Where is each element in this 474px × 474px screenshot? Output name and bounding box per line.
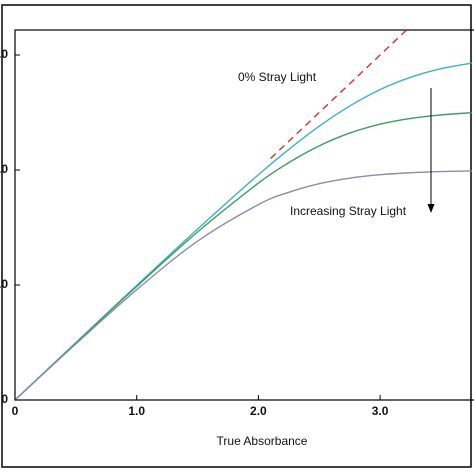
plot-frame [14, 29, 474, 401]
y-tick-label: 3.0 [0, 47, 8, 61]
arrow-head [427, 204, 435, 213]
ideal-line [270, 30, 408, 160]
y-tick-label: 0 [1, 392, 8, 406]
x-tick-label: 1.0 [128, 404, 145, 418]
series-line [15, 112, 472, 400]
x-tick-label: 2.0 [250, 404, 267, 418]
x-tick-label: 3.0 [372, 404, 389, 418]
annotation: 0% Stray Light [238, 70, 317, 84]
series-line [15, 62, 472, 400]
outer-frame [1, 4, 472, 468]
y-tick-label: 1.0 [0, 277, 8, 291]
series-line [15, 170, 472, 400]
x-axis-label: True Absorbance [217, 434, 308, 448]
plot-area [15, 30, 472, 400]
x-tick-label: 0 [12, 404, 19, 418]
y-tick-label: 2.0 [0, 162, 8, 176]
annotation: Increasing Stray Light [290, 204, 407, 218]
